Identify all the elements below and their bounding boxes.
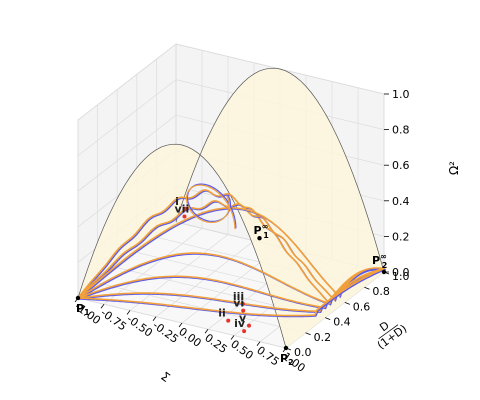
x-tick-label: -0.50 bbox=[124, 312, 155, 339]
x-tick-mark bbox=[126, 310, 131, 315]
orbit-marker-dot bbox=[242, 329, 247, 334]
trajectories bbox=[77, 183, 386, 318]
trajectory-spiral-blue bbox=[186, 183, 237, 229]
orbit-marker-dot bbox=[240, 301, 245, 306]
equilibrium-point-label: P∞ 1 bbox=[254, 222, 270, 240]
orbit-marker-dot bbox=[183, 206, 188, 211]
trajectory-orange-7 bbox=[77, 267, 385, 317]
x-axis-label: Σ bbox=[158, 369, 172, 385]
orbit-marker-label: vi bbox=[233, 297, 244, 310]
orbit-marker-label: ii bbox=[218, 307, 226, 320]
orbit-marker-label: vii bbox=[175, 203, 190, 216]
z-tick-label: 0.0 bbox=[392, 266, 410, 279]
equilibrium-point-dot bbox=[257, 235, 262, 241]
boundary-parabola-2 bbox=[175, 67, 385, 273]
z-tick-label: 0.6 bbox=[392, 159, 410, 172]
x-tick-label: 0.50 bbox=[228, 337, 255, 362]
y-tick-label: 0.4 bbox=[333, 316, 351, 329]
trajectory-orange-2 bbox=[77, 200, 385, 301]
z-axis-label: Ω² bbox=[447, 161, 461, 175]
y-tick-mark bbox=[305, 332, 311, 336]
y-tick-label: 0.2 bbox=[314, 331, 332, 344]
x-tick-mark bbox=[100, 304, 105, 309]
trajectory-orange-1 bbox=[77, 189, 385, 305]
equilibrium-point-label: P2 bbox=[280, 352, 294, 367]
x-tick-label: 0.25 bbox=[202, 331, 229, 356]
orbit-marker-label: i bbox=[175, 195, 179, 208]
y-tick-mark bbox=[364, 286, 370, 290]
y-tick-mark bbox=[344, 302, 350, 305]
orbit-marker-label: iii bbox=[233, 290, 244, 303]
y-tick-label: 1.0 bbox=[392, 270, 410, 283]
x-tick-label: 0.00 bbox=[176, 325, 203, 350]
z-tick-label: 0.8 bbox=[392, 124, 410, 137]
trajectory-spiral-orange bbox=[185, 184, 236, 230]
equilibrium-point-label: P∞ 2 bbox=[372, 252, 387, 270]
x-tick-mark bbox=[204, 329, 209, 334]
boundary-parabola-1 bbox=[77, 143, 287, 349]
x-tick-mark bbox=[230, 335, 235, 340]
x-tick-mark bbox=[256, 341, 261, 346]
x-tick-mark bbox=[152, 316, 157, 321]
equilibrium-point-dot bbox=[283, 345, 289, 351]
y-tick-label: 0.0 bbox=[294, 346, 312, 359]
y-tick-mark bbox=[325, 317, 331, 320]
z-tick-label: 1.0 bbox=[392, 88, 410, 101]
y-tick-label: 0.6 bbox=[353, 300, 371, 313]
y-axis-label-fraction-bar bbox=[378, 324, 399, 340]
equilibrium-point-dot bbox=[381, 269, 387, 275]
x-tick-label: -0.25 bbox=[150, 319, 181, 346]
trajectory-blue-7 bbox=[78, 268, 386, 318]
equilibrium-point-label: P1 bbox=[76, 302, 90, 317]
y-axis-label: D(1+D) bbox=[375, 319, 410, 352]
x-tick-mark bbox=[178, 322, 183, 328]
trajectory-orange-3 bbox=[77, 207, 385, 299]
z-tick-label: 0.2 bbox=[392, 230, 410, 243]
equilibrium-point-dot bbox=[75, 295, 81, 301]
orbit-marker-label: iv bbox=[234, 317, 246, 330]
orbit-marker-dot bbox=[226, 318, 231, 323]
z-tick-label: 0.4 bbox=[392, 195, 410, 208]
orbit-marker-dot bbox=[247, 323, 251, 328]
orbit-marker-label: v bbox=[239, 312, 247, 325]
x-tick-label: 0.75 bbox=[254, 344, 281, 369]
orbit-marker-dot bbox=[241, 308, 246, 313]
orbit-marker-dot bbox=[182, 214, 187, 219]
x-tick-label: -0.75 bbox=[98, 306, 129, 333]
y-tick-label: 0.8 bbox=[372, 285, 390, 298]
